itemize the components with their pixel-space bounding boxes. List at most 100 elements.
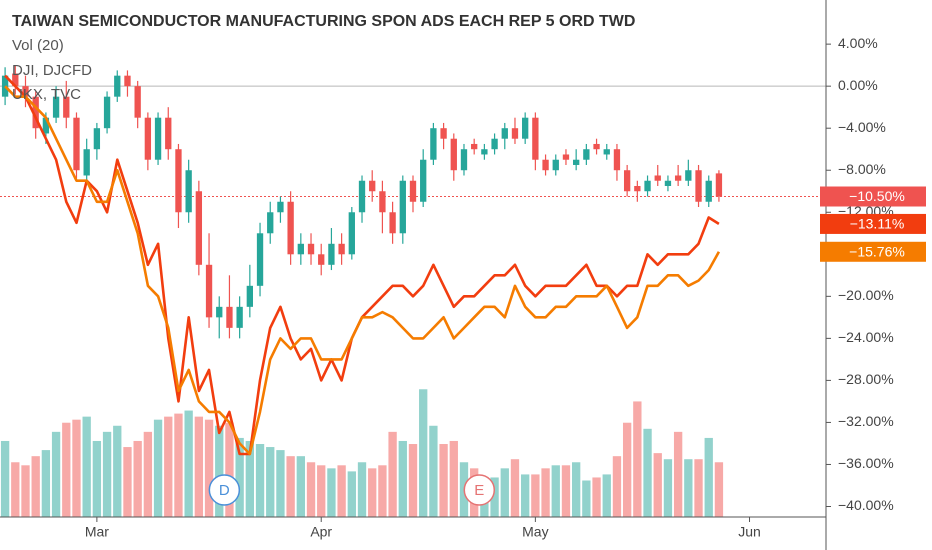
volume-bar xyxy=(113,425,122,517)
y-tick-label: −20.00% xyxy=(838,287,894,303)
volume-bar xyxy=(92,440,102,517)
candle-body xyxy=(195,191,203,265)
candle-body xyxy=(715,173,723,197)
candle-body xyxy=(664,180,672,186)
volume-bar xyxy=(388,431,397,517)
candle-body xyxy=(287,201,294,255)
legend-volume: Vol (20) xyxy=(12,37,64,54)
candle-body xyxy=(420,159,427,202)
volume-bar xyxy=(276,450,285,517)
candle-body xyxy=(22,86,29,97)
volume-bar xyxy=(62,422,71,517)
candle-body xyxy=(471,143,478,150)
volume-bar xyxy=(582,480,591,517)
volume-bar xyxy=(174,413,183,517)
volume-bar xyxy=(327,468,336,517)
volume-bar xyxy=(571,462,581,517)
candle-body xyxy=(358,180,366,213)
volume-bar xyxy=(286,456,295,517)
candle-body xyxy=(562,154,570,160)
volume-bar xyxy=(490,477,499,517)
candle-body xyxy=(552,159,559,171)
candle-body xyxy=(205,264,213,318)
candle-body xyxy=(277,201,284,213)
volume-bar xyxy=(419,389,428,517)
volume-bar xyxy=(429,425,438,517)
candle-body xyxy=(685,170,692,181)
x-tick-label: Apr xyxy=(310,524,332,540)
candle-body xyxy=(654,175,661,181)
volume-bar xyxy=(51,431,61,517)
volume-bar xyxy=(398,440,407,517)
price-badge-label: −15.76% xyxy=(849,243,905,259)
candle-body xyxy=(93,128,101,150)
volume-bar xyxy=(41,450,51,517)
volume-bar xyxy=(317,465,326,517)
candle-body xyxy=(185,170,192,213)
y-tick-label: 0.00% xyxy=(838,77,878,93)
y-tick-label: −36.00% xyxy=(838,455,894,471)
y-tick-label: −28.00% xyxy=(838,371,894,387)
candle-body xyxy=(175,149,182,213)
candle-body xyxy=(572,159,580,165)
candle-body xyxy=(501,128,508,139)
event-label: D xyxy=(219,482,230,499)
candle-body xyxy=(450,138,457,171)
candle-body xyxy=(256,233,264,286)
candle-body xyxy=(634,185,641,192)
volume-bar xyxy=(296,456,305,517)
candle-body xyxy=(440,128,447,139)
x-tick-label: May xyxy=(522,524,548,540)
event-marker xyxy=(463,474,496,506)
volume-bar xyxy=(643,428,652,517)
volume-bar xyxy=(215,425,224,517)
volume-bar xyxy=(133,440,142,517)
volume-bar xyxy=(612,456,622,517)
candle-body xyxy=(369,180,376,192)
candle-body xyxy=(297,243,304,255)
volume-bar xyxy=(11,462,20,517)
volume-bar xyxy=(633,401,642,517)
price-badge xyxy=(820,241,926,262)
volume-bar xyxy=(378,465,387,517)
volume-bar xyxy=(684,459,693,517)
volume-bar xyxy=(72,419,81,517)
candle-body xyxy=(226,306,233,328)
volume-bar xyxy=(0,440,10,517)
candle-body xyxy=(1,75,9,97)
candle-body xyxy=(246,285,254,307)
volume-bar xyxy=(245,440,255,517)
candle-body xyxy=(348,212,355,255)
y-tick-label: −32.00% xyxy=(838,413,894,429)
volume-bar xyxy=(541,468,550,517)
x-tick-label: Mar xyxy=(85,524,109,540)
candle-body xyxy=(430,128,437,160)
volume-bar xyxy=(204,419,214,517)
volume-bar xyxy=(673,431,683,517)
candle-body xyxy=(12,73,19,87)
candle-body xyxy=(389,212,396,234)
candle-body xyxy=(603,149,610,155)
price-badge-label: −13.11% xyxy=(850,216,905,232)
candle-body xyxy=(165,117,172,150)
y-tick-label: 4.00% xyxy=(838,35,878,51)
candle-body xyxy=(216,306,223,318)
volume-bar xyxy=(694,459,703,517)
volume-bar xyxy=(663,459,673,517)
volume-bar xyxy=(408,444,418,517)
candle-body xyxy=(32,96,39,129)
candle-body xyxy=(674,175,682,181)
volume-bar xyxy=(306,462,316,517)
volume-bar xyxy=(622,422,632,517)
price-badge xyxy=(820,186,926,207)
candle-body xyxy=(705,180,712,202)
volume-bar xyxy=(602,474,611,517)
chart-title: TAIWAN SEMICONDUCTOR MANUFACTURING SPON … xyxy=(12,13,635,30)
candle-body xyxy=(52,96,60,118)
volume-bar xyxy=(235,437,244,517)
candle-body xyxy=(409,180,417,202)
volume-bar xyxy=(357,462,367,517)
volume-bar xyxy=(102,431,112,517)
